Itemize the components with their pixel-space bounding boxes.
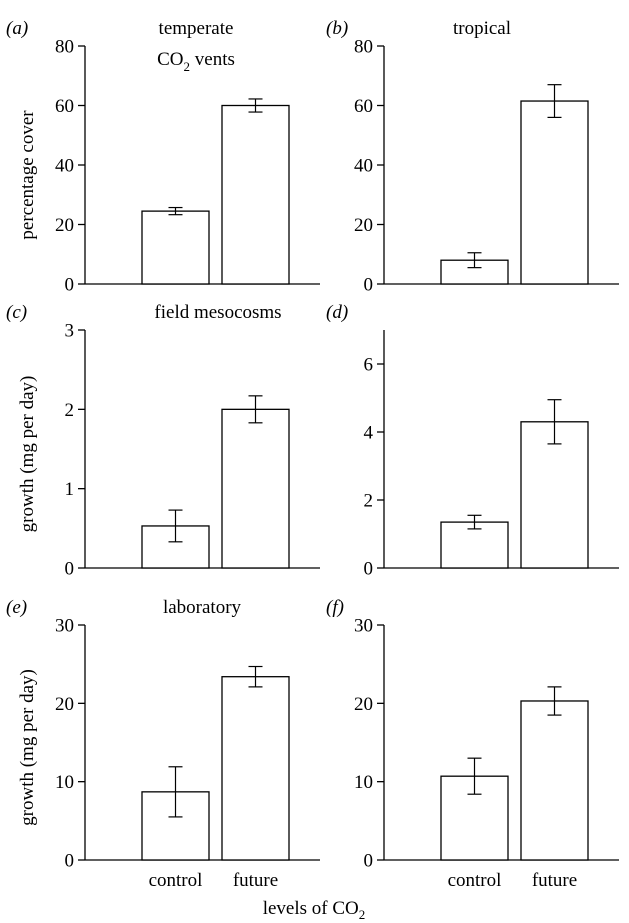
y-tick-label: 6	[364, 355, 374, 376]
panel-b: 0 20 40 60 80 (b) tropical	[326, 18, 619, 296]
y-tick-label: 20	[55, 215, 74, 236]
error-bar-control	[467, 514, 482, 530]
panel-title: tropical	[453, 18, 511, 39]
panel-c: 0 1 2 3 (c) field mesocosms growth (mg per day…	[6, 302, 320, 580]
error-bar-future	[248, 98, 263, 113]
y-tick-label: 10	[354, 772, 373, 793]
y-axis-label: growth (mg per day)	[17, 376, 38, 533]
panel-letter: (d)	[326, 302, 348, 323]
y-tick-label: 10	[55, 772, 74, 793]
error-bar-control	[168, 206, 183, 216]
bar-future	[520, 100, 589, 285]
y-tick-label: 1	[65, 479, 75, 500]
y-tick-label: 0	[65, 559, 75, 580]
y-tick-label: 0	[65, 275, 75, 296]
bar-future	[221, 408, 290, 569]
bar-future	[221, 676, 290, 861]
error-bar-future	[248, 665, 263, 688]
y-tick-label: 60	[354, 96, 373, 117]
bar-control	[440, 521, 509, 569]
y-tick-label: 0	[364, 559, 374, 580]
error-bar-control	[168, 766, 183, 818]
error-bar-future	[248, 395, 263, 424]
panel-title: field mesocosms	[154, 302, 281, 323]
error-bar-control	[168, 509, 183, 543]
x-category-label: future	[233, 870, 278, 891]
bar-future	[520, 421, 589, 569]
error-bar-control	[467, 757, 482, 795]
y-tick-label: 0	[65, 851, 75, 872]
panel-title: temperate	[159, 18, 234, 39]
panel-letter: (e)	[6, 597, 27, 618]
panel-title: laboratory	[163, 597, 242, 618]
panel-d: 0 2 4 6 (d)	[326, 302, 619, 580]
y-tick-label: 20	[354, 215, 373, 236]
panel-letter: (a)	[6, 18, 28, 39]
error-bar-control	[467, 252, 482, 269]
y-tick-label: 0	[364, 275, 374, 296]
panel-a: 0 20 40 60 80 (a) temperate CO2 vents percentage…	[6, 18, 320, 296]
panel-letter: (b)	[326, 18, 348, 39]
y-tick-label: 20	[55, 694, 74, 715]
panel-letter: (f)	[326, 597, 344, 618]
panel-subtitle: CO2 vents	[157, 49, 235, 74]
y-tick-label: 30	[55, 616, 74, 637]
x-axis-label: levels of CO2	[263, 898, 366, 922]
error-bar-future	[547, 84, 562, 119]
error-bar-future	[547, 399, 562, 445]
y-tick-label: 4	[364, 423, 374, 444]
y-tick-label: 2	[65, 400, 75, 421]
y-tick-label: 80	[354, 37, 373, 58]
bar-control	[141, 210, 210, 285]
y-tick-label: 2	[364, 491, 374, 512]
panel-e: 0 10 20 30 (e) laboratory growth (mg per day) c…	[6, 597, 320, 891]
panel-f: 0 10 20 30 (f) control future	[326, 597, 619, 891]
y-tick-label: 40	[55, 156, 74, 177]
y-tick-label: 0	[364, 851, 374, 872]
x-category-label: control	[149, 870, 203, 891]
y-tick-label: 30	[354, 616, 373, 637]
y-tick-label: 20	[354, 694, 373, 715]
y-tick-label: 40	[354, 156, 373, 177]
x-category-label: future	[532, 870, 577, 891]
bar-future	[221, 104, 290, 285]
x-category-label: control	[448, 870, 502, 891]
panel-letter: (c)	[6, 302, 27, 323]
bar-future	[520, 700, 589, 861]
y-tick-label: 80	[55, 37, 74, 58]
y-axis-label: growth (mg per day)	[17, 669, 38, 826]
y-tick-label: 60	[55, 96, 74, 117]
y-tick-label: 3	[65, 321, 75, 342]
y-axis-label: percentage cover	[17, 110, 38, 240]
error-bar-future	[547, 686, 562, 716]
